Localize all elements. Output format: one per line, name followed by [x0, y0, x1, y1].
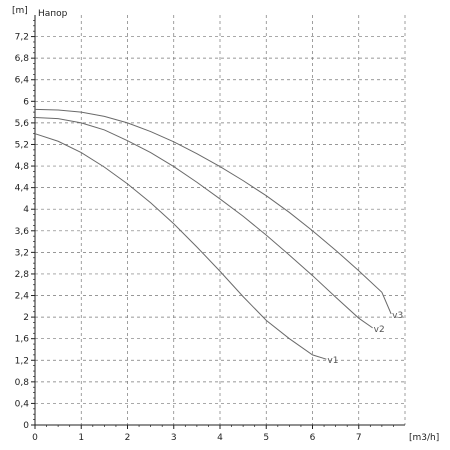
grid — [35, 15, 406, 425]
y-tick-label: 4 — [23, 205, 29, 215]
y-tick-label: 5,6 — [15, 119, 30, 129]
y-tick-label: 4,8 — [15, 162, 30, 172]
y-tick-label: 0 — [23, 421, 29, 431]
series-lines — [34, 108, 392, 360]
x-tick-label: 7 — [356, 433, 362, 443]
y-tick-label: 0,4 — [15, 399, 30, 409]
x-tick-label: 6 — [310, 433, 316, 443]
y-tick-label: 6,4 — [15, 76, 30, 86]
y-tick-label: 6,8 — [15, 54, 30, 64]
y-tick-label: 1,2 — [15, 356, 29, 366]
series-line-v1 — [34, 133, 327, 360]
x-tick-label: 0 — [32, 433, 38, 443]
y-tick-label: 2 — [23, 313, 29, 323]
labels: [m] [m3/h] Напор v1 v2 v3 — [12, 6, 439, 443]
series-label-v1: v1 — [327, 356, 338, 366]
x-tick-label: 3 — [171, 433, 177, 443]
y-tick-label: 4,4 — [15, 184, 30, 194]
x-tick-label: 1 — [78, 433, 84, 443]
y-tick-label: 2,4 — [15, 292, 30, 302]
series-label-v3: v3 — [392, 311, 403, 321]
y-tick-label: 2,8 — [15, 270, 30, 280]
y-tick-label: 1,6 — [15, 335, 30, 345]
x-axis-label: [m3/h] — [409, 433, 439, 443]
y-axis-label: [m] — [12, 6, 28, 16]
y-tick-label: 6 — [23, 97, 29, 107]
axes: 0 1 2 3 4 5 6 7 0 0,4 0,8 1,2 1,6 2 2,4 2,8 3,2 3,6 4 4,4 4,… — [15, 15, 405, 443]
series-label-v2: v2 — [374, 325, 385, 335]
y-tick-label: 3,6 — [15, 227, 30, 237]
series-line-v2 — [34, 117, 373, 329]
x-tick-label: 2 — [125, 433, 131, 443]
chart-title: Напор — [38, 9, 68, 19]
series-line-v3 — [34, 108, 392, 315]
y-tick-label: 7,2 — [15, 33, 29, 43]
x-tick-label: 4 — [217, 433, 223, 443]
x-tick-label: 5 — [263, 433, 269, 443]
y-tick-label: 3,2 — [15, 248, 29, 258]
y-tick-label: 0,8 — [15, 378, 30, 388]
y-tick-label: 5,2 — [15, 140, 29, 150]
